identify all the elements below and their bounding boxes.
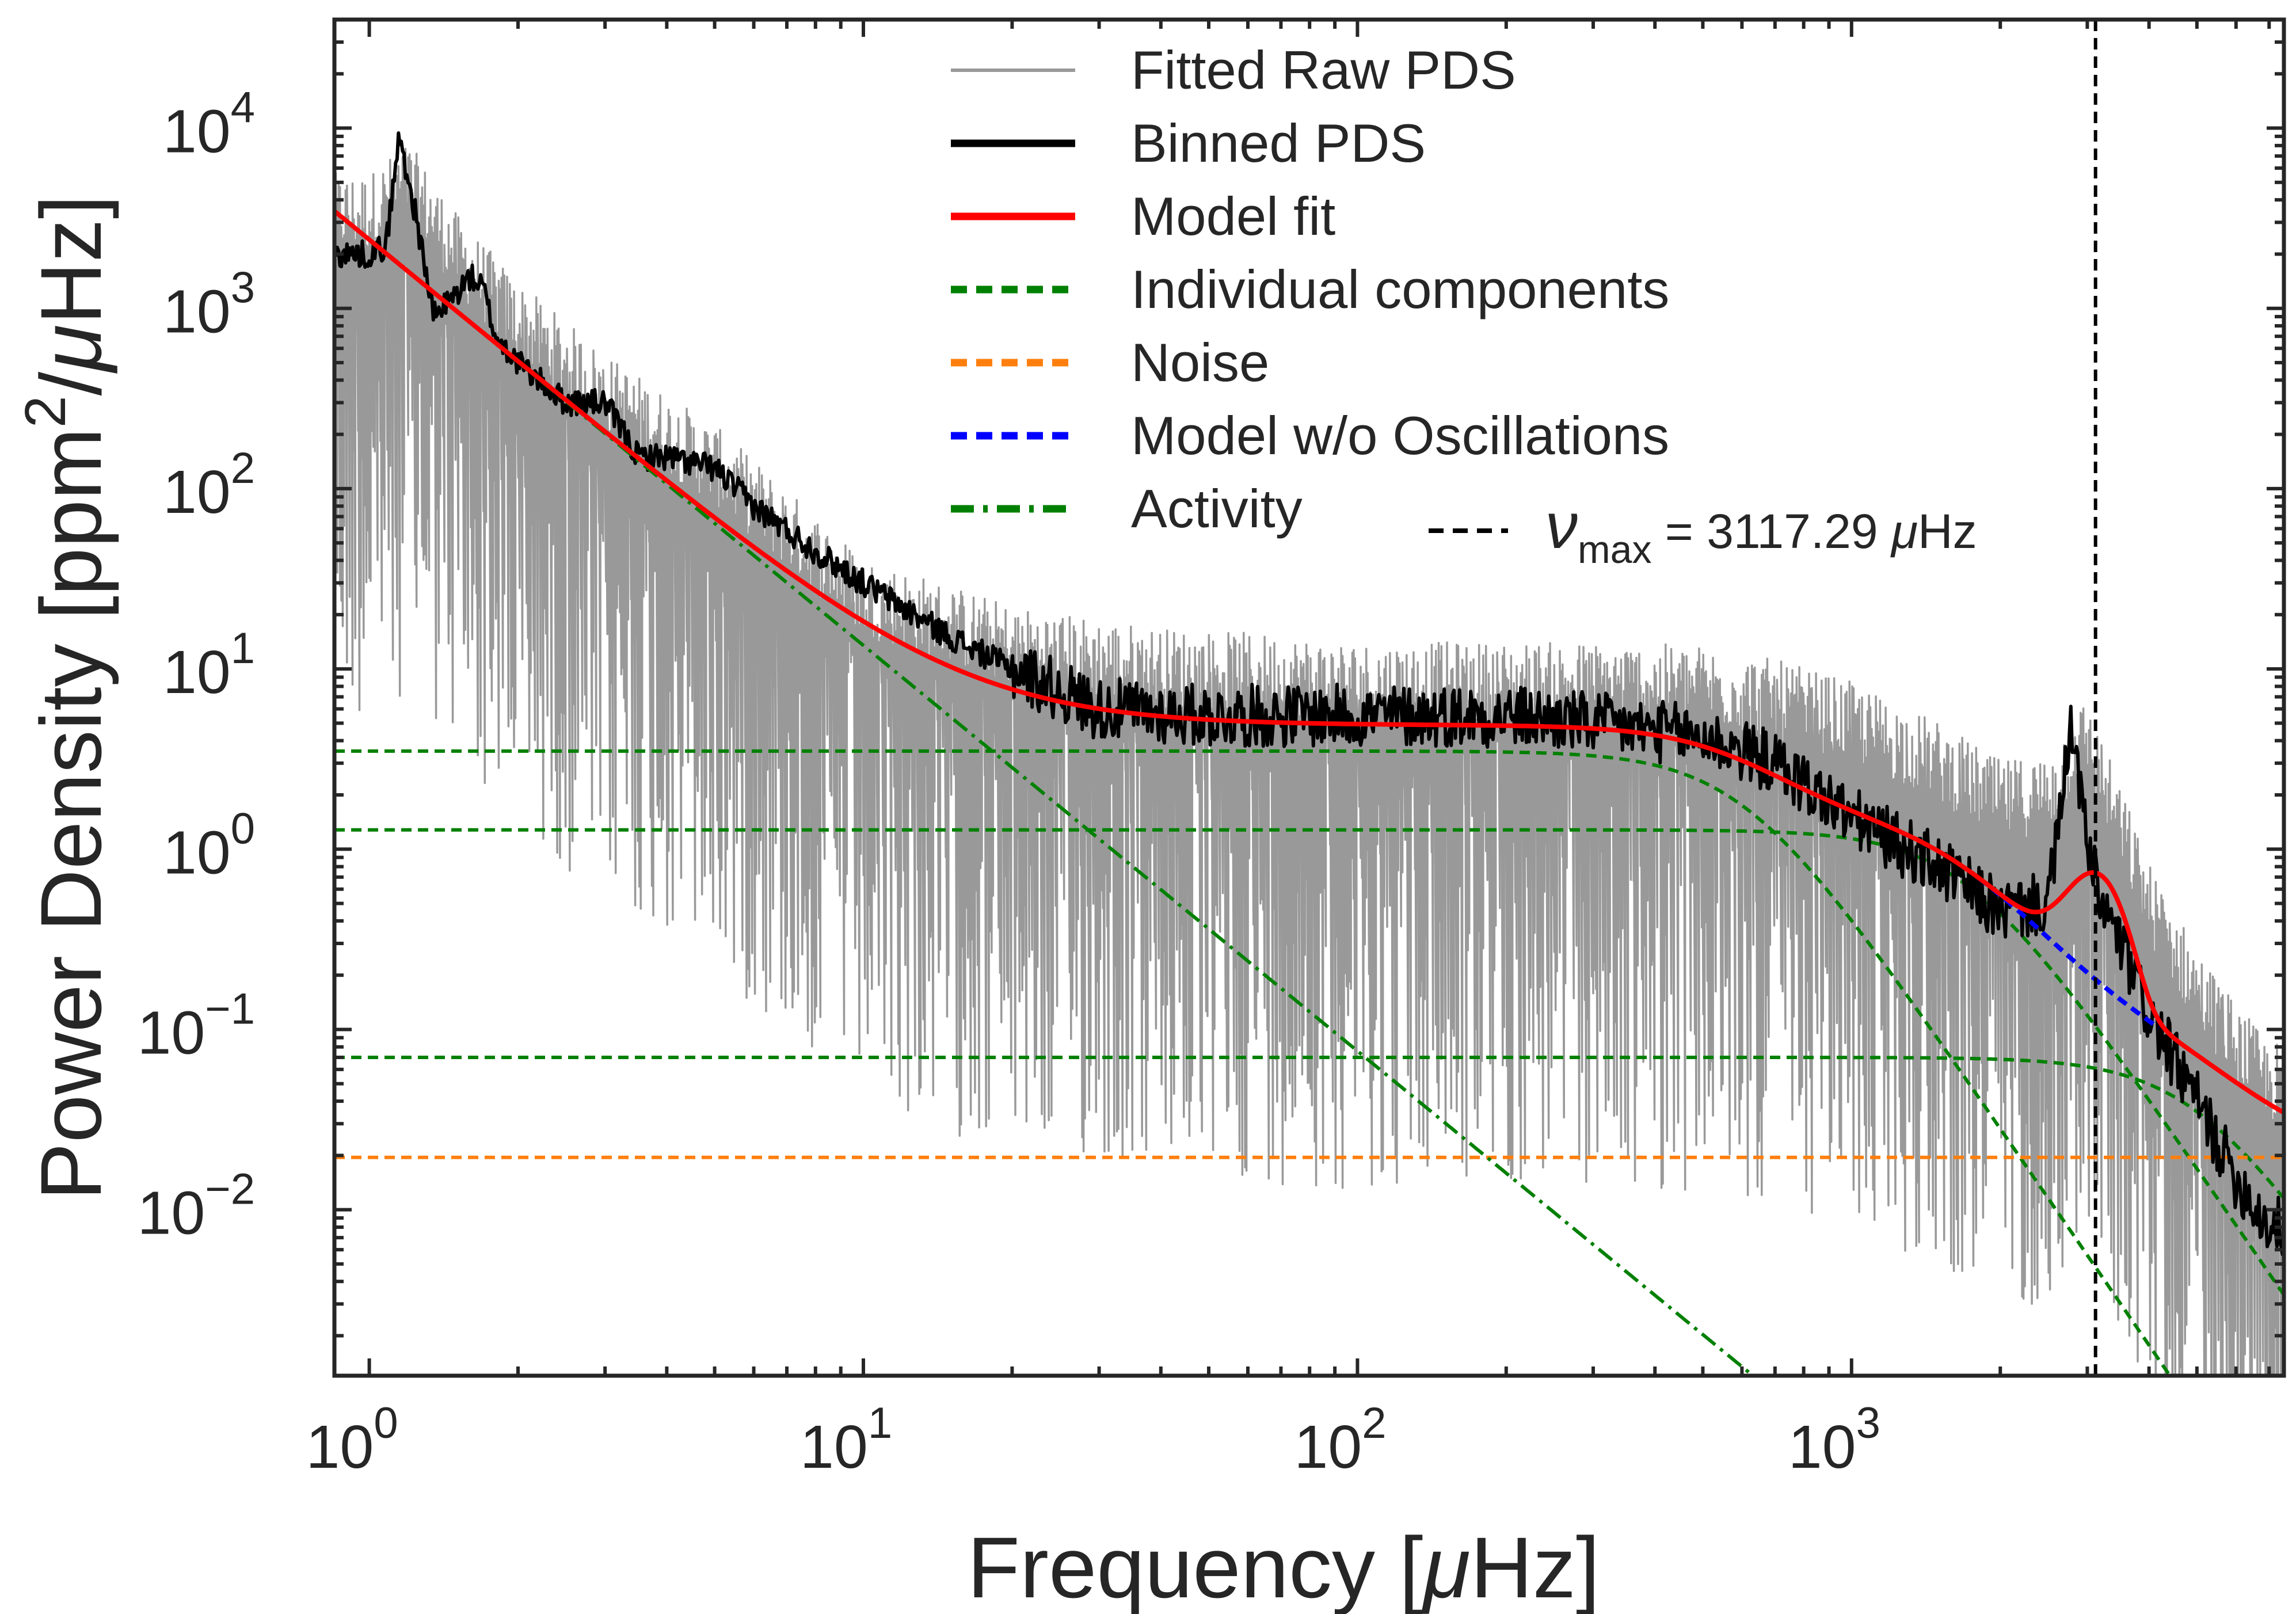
activity-curve [334, 210, 1756, 1376]
y-tick-label: 10−1 [137, 984, 255, 1067]
y-axis-label: Power Density [ppm2/μHz] [13, 195, 119, 1201]
y-tick-label: 102 [163, 444, 255, 526]
legend-label-3: Individual components [1131, 259, 1669, 319]
y-tick-label: 103 [163, 264, 255, 346]
raw-pds-line [334, 148, 2284, 1376]
legend: Fitted Raw PDS Binned PDS Model fit Individ… [951, 40, 1669, 539]
x-tick-label: 100 [306, 1399, 398, 1481]
legend-label-2: Model fit [1131, 186, 1335, 246]
legend-label-4: Noise [1131, 332, 1269, 393]
y-tick-label: 10−2 [137, 1165, 255, 1247]
legend-label-0: Fitted Raw PDS [1131, 40, 1516, 100]
axis-tick-labels: 100 101 102 103 10−2 10−1 100 101 102 103 104 [137, 83, 1880, 1481]
x-tick-label: 103 [1788, 1399, 1880, 1481]
numax-annotation: νmax = 3117.29 μHz [1429, 490, 1977, 572]
legend-label-6: Activity [1131, 478, 1303, 539]
component-curve-1 [334, 749, 2172, 1376]
component-curve-2 [334, 828, 2284, 1296]
x-tick-label: 101 [800, 1399, 892, 1481]
x-axis-label: Frequency [μHz] [967, 1519, 1600, 1614]
component-curve-3 [334, 1056, 2284, 1200]
y-tick-label: 101 [163, 624, 255, 706]
model-layer [334, 209, 2284, 1115]
raw-pds-series [334, 148, 2284, 1376]
numax-label: νmax = 3117.29 μHz [1545, 490, 1977, 572]
x-tick-label: 102 [1294, 1399, 1386, 1481]
axis-ticks [334, 18, 2284, 1376]
activity-layer [334, 210, 1756, 1376]
y-tick-label: 100 [163, 804, 255, 886]
individual-components-layer [334, 749, 2284, 1376]
legend-label-1: Binned PDS [1131, 113, 1426, 173]
model-fit-curve [334, 209, 2284, 1115]
y-tick-label: 104 [163, 83, 255, 166]
legend-label-5: Model w/o Oscillations [1131, 405, 1669, 466]
